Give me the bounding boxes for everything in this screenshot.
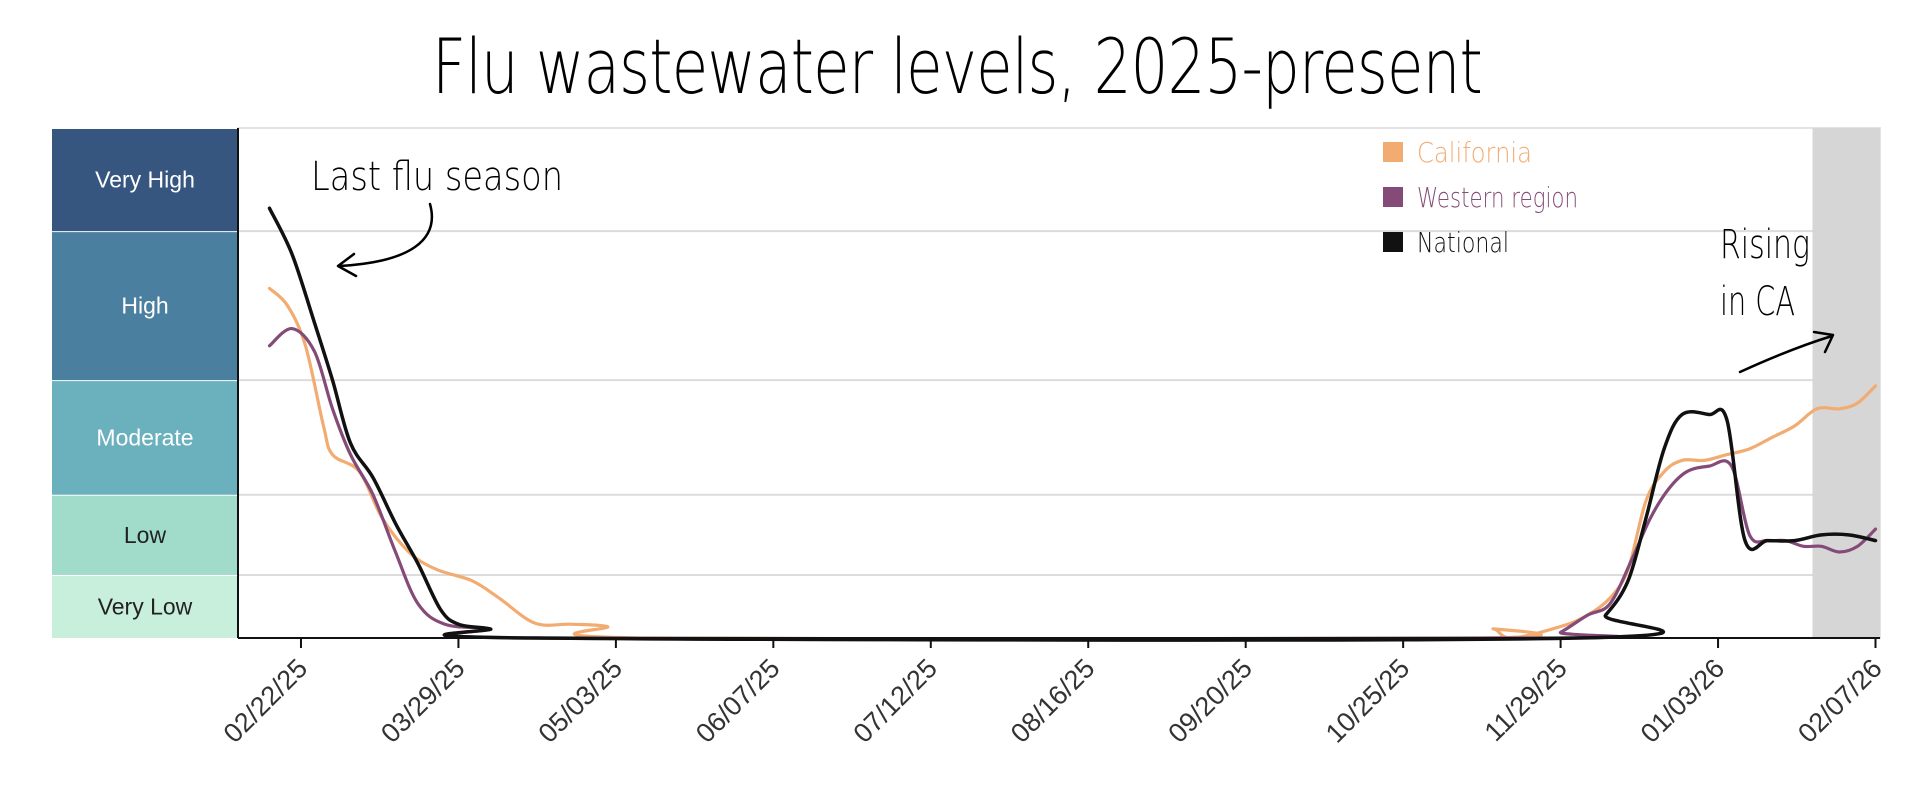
annotation-last-flu-season: Last flu season bbox=[311, 154, 563, 200]
x-tick-label: 06/07/25 bbox=[690, 653, 786, 749]
annotation-arrow-last-flu-season bbox=[338, 202, 434, 268]
annotation-arrowhead-rising-in-ca bbox=[1812, 330, 1835, 354]
legend-swatch-national bbox=[1383, 232, 1403, 252]
x-tick-label: 08/16/25 bbox=[1005, 653, 1101, 749]
axes bbox=[237, 128, 1880, 639]
plot-area bbox=[237, 127, 1881, 639]
x-axis-ticks: 02/22/25 03/29/25 05/03/25 06/07/25 07/12/25… bbox=[218, 638, 1888, 749]
legend: California Western region National bbox=[1383, 136, 1578, 259]
annotation-rising-in-ca-line: in CA bbox=[1720, 279, 1795, 325]
x-tick-label: 03/29/25 bbox=[375, 653, 471, 749]
level-bands: Very Low Low Moderate High Very High bbox=[52, 127, 238, 638]
series-line-national bbox=[267, 206, 1878, 642]
series-lines bbox=[267, 206, 1878, 642]
annotation-rising-in-ca-line: Rising bbox=[1720, 222, 1810, 268]
annotation-arrow-rising-in-ca bbox=[1738, 334, 1834, 374]
x-tick-label: 05/03/25 bbox=[533, 653, 629, 749]
x-tick-label: 09/20/25 bbox=[1162, 653, 1258, 749]
level-band-very-high bbox=[52, 128, 238, 232]
legend-swatch-western-region bbox=[1383, 187, 1403, 207]
x-tick-label: 01/03/26 bbox=[1635, 653, 1731, 749]
x-tick-label: 02/07/26 bbox=[1792, 653, 1888, 749]
x-tick-label: 07/12/25 bbox=[847, 653, 943, 749]
level-label-high: High bbox=[121, 293, 168, 319]
shaded-period bbox=[1812, 128, 1880, 638]
legend-label-national: National bbox=[1417, 226, 1509, 259]
level-label-low: Low bbox=[124, 522, 167, 548]
legend-label-california: California bbox=[1417, 136, 1532, 169]
level-band-moderate bbox=[52, 380, 238, 495]
annotations: Last flu season Rising in CA bbox=[311, 154, 1835, 374]
chart-title: Flu wastewater levels, 2025-present bbox=[432, 22, 1483, 111]
level-label-moderate: Moderate bbox=[96, 424, 193, 450]
x-tick-label: 02/22/25 bbox=[218, 653, 314, 749]
level-label-very-high: Very High bbox=[95, 167, 195, 193]
level-band-low bbox=[52, 494, 238, 575]
level-band-very-low bbox=[52, 574, 238, 638]
plot-background bbox=[237, 127, 1881, 639]
x-tick-label: 11/29/25 bbox=[1479, 653, 1573, 747]
grid-lines bbox=[238, 230, 1880, 576]
annotation-arrowhead-last-flu-season bbox=[336, 252, 358, 278]
legend-label-western-region: Western region bbox=[1417, 181, 1578, 214]
level-label-very-low: Very Low bbox=[98, 593, 193, 619]
legend-swatch-california bbox=[1383, 142, 1403, 162]
level-band-high bbox=[52, 231, 238, 381]
x-tick-label: 10/25/25 bbox=[1320, 653, 1416, 749]
shaded-period-rect bbox=[1812, 128, 1880, 638]
